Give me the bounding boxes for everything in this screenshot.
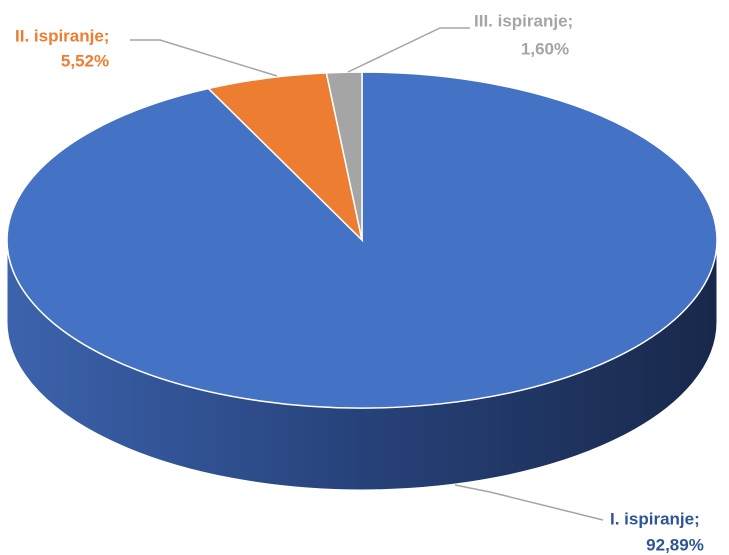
leader-line (130, 39, 278, 77)
leader-line (347, 27, 470, 73)
slice-value-label: 1,60% (521, 39, 569, 58)
slice-value-label: 5,52% (61, 51, 109, 70)
slice-label: III. ispiranje; (474, 11, 573, 30)
slice-label: II. ispiranje; (15, 26, 109, 45)
leader-line (454, 484, 604, 521)
pie-slice (325, 71, 363, 241)
slice-label: I. ispiranje; (610, 509, 700, 528)
slice-value-label: 92,89% (646, 535, 704, 554)
